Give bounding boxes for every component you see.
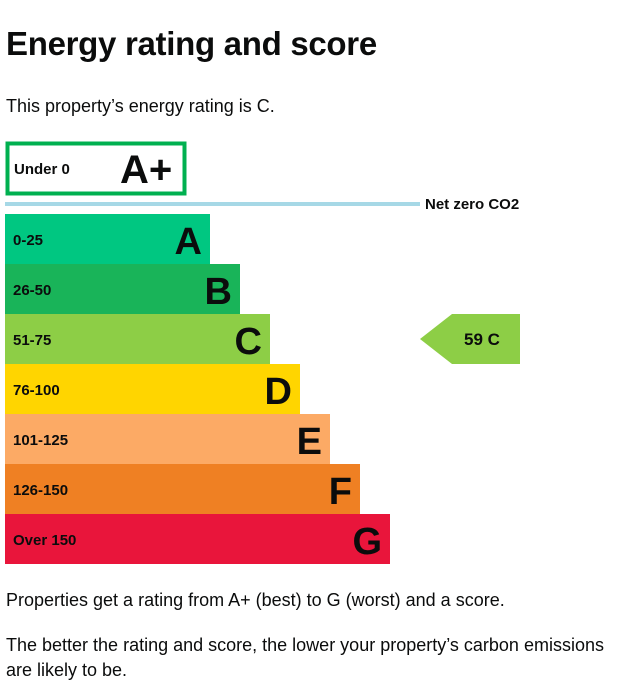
energy-rating-chart: Under 0 A+ Net zero CO2 0-25 A 26-50 B 51-75 C 76… — [5, 141, 520, 564]
net-zero-label: Net zero CO2 — [425, 196, 519, 213]
band-a-bar — [5, 214, 210, 264]
band-d-bar — [5, 364, 300, 414]
band-f-letter: F — [329, 471, 352, 513]
rating-explanation: Properties get a rating from A+ (best) t… — [6, 590, 505, 610]
band-g-range: Over 150 — [13, 532, 76, 549]
band-g-letter: G — [352, 521, 382, 563]
carbon-explanation: The better the rating and score, the low… — [6, 635, 604, 680]
band-a-plus-letter: A+ — [120, 148, 172, 192]
band-a-letter: A — [175, 221, 202, 263]
band-f-bar — [5, 464, 360, 514]
current-rating-label: 59 C — [464, 330, 500, 349]
band-c-bar — [5, 314, 270, 364]
band-a-range: 0-25 — [13, 232, 43, 249]
band-c-range: 51-75 — [13, 332, 51, 349]
band-c-letter: C — [235, 321, 262, 363]
band-d-range: 76-100 — [13, 382, 60, 399]
band-e-bar — [5, 414, 330, 464]
band-g-bar — [5, 514, 390, 564]
page-title: Energy rating and score — [6, 25, 377, 62]
band-f-range: 126-150 — [13, 482, 68, 499]
band-b-bar — [5, 264, 240, 314]
band-e-letter: E — [297, 421, 322, 463]
band-d-letter: D — [265, 371, 292, 413]
band-b-letter: B — [205, 271, 232, 313]
band-a-plus-box — [5, 141, 187, 196]
band-a-plus-range: Under 0 — [14, 161, 70, 178]
band-b-range: 26-50 — [13, 282, 51, 299]
current-rating-arrow — [420, 314, 520, 364]
intro-text: This property’s energy rating is C. — [6, 96, 275, 116]
band-e-range: 101-125 — [13, 432, 68, 449]
